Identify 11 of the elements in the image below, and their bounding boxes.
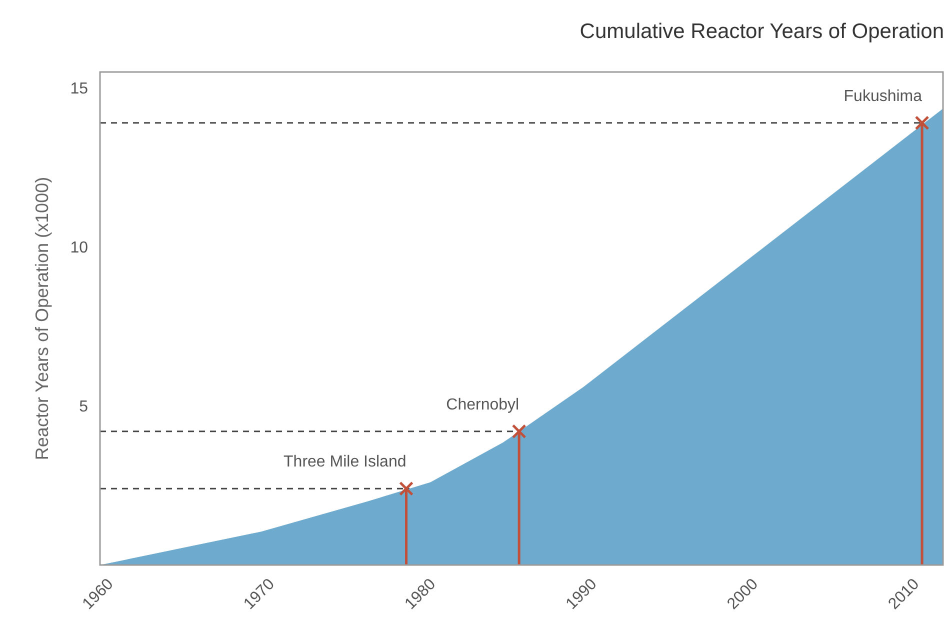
point <box>512 424 526 439</box>
y-axis-title: Reactor Years of Operation (x1000) <box>32 176 52 460</box>
chart-title: Cumulative Reactor Years of Operation <box>580 20 944 43</box>
point <box>914 116 930 130</box>
annotation: Fukushima <box>844 88 922 105</box>
y-tick-label: 5 <box>79 398 88 416</box>
annotation: Three Mile Island <box>284 454 406 471</box>
y-tick-label: 15 <box>70 80 88 98</box>
point <box>399 481 414 496</box>
annotation: Chernobyl <box>446 396 520 414</box>
y-tick-label: 10 <box>70 240 88 257</box>
